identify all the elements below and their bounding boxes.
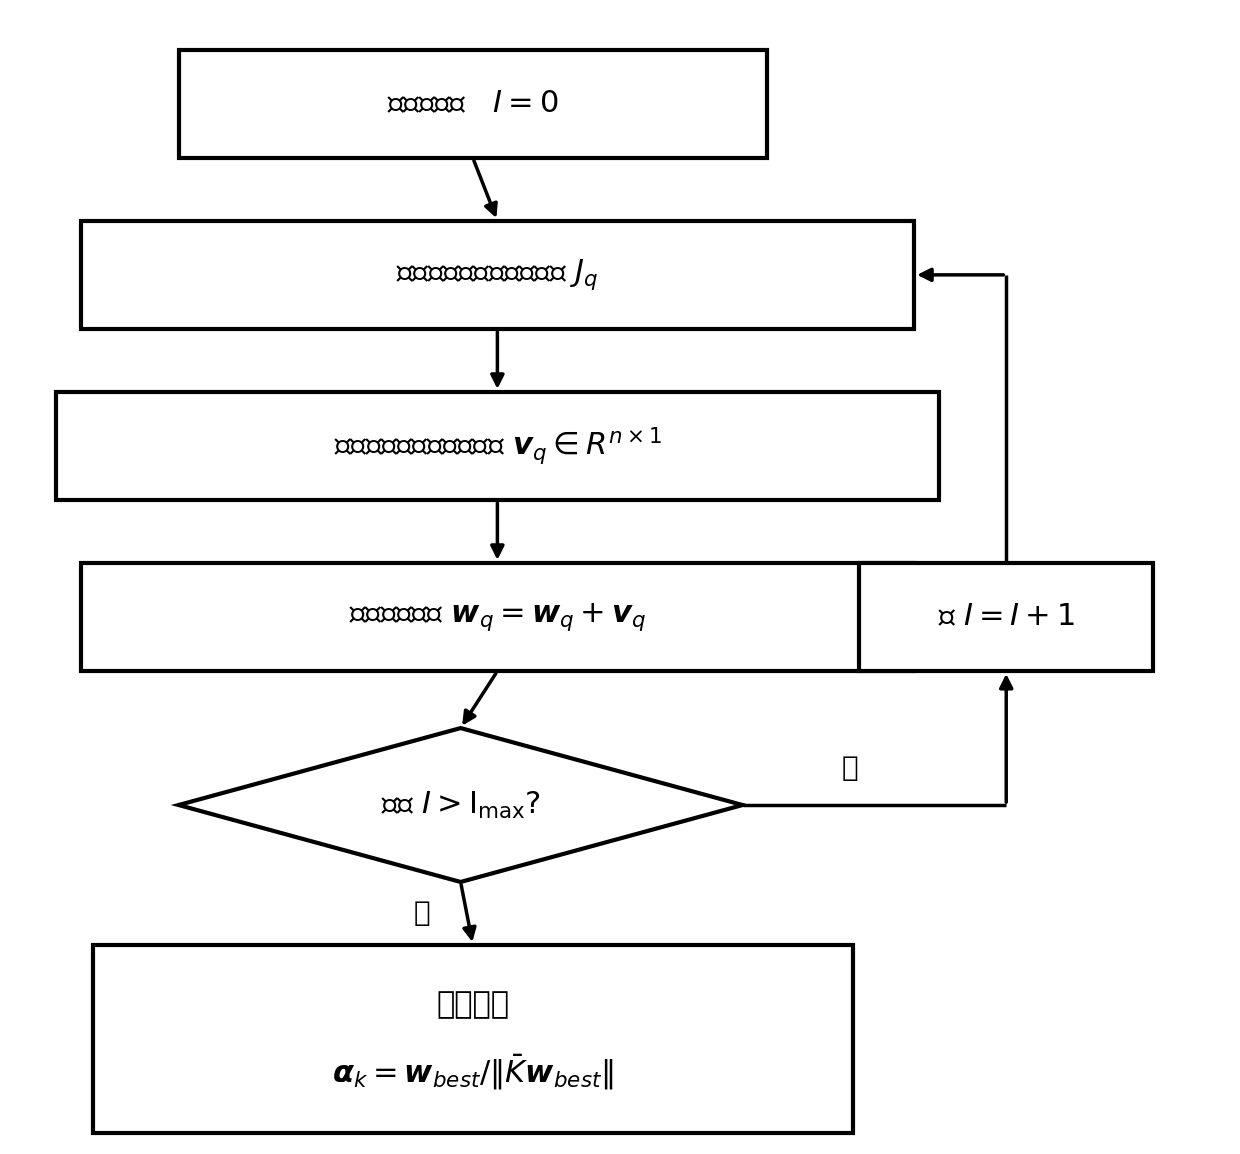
Polygon shape <box>179 728 743 882</box>
Text: 更新各个粒子的运行速度 $\boldsymbol{v}_q \in R^{n\times 1}$: 更新各个粒子的运行速度 $\boldsymbol{v}_q \in R^{n\t… <box>334 425 661 466</box>
Text: 否: 否 <box>413 899 430 928</box>
Text: 分离向量: 分离向量 <box>436 990 510 1019</box>
Text: 判断 $I > \mathrm{I}_{\max}$?: 判断 $I > \mathrm{I}_{\max}$? <box>381 789 541 820</box>
Bar <box>81 563 914 672</box>
Bar <box>93 945 853 1133</box>
Bar <box>859 563 1153 672</box>
Text: $\boldsymbol{\alpha}_k = \boldsymbol{w}_{best}/\|\bar{K}\boldsymbol{w}_{best}\|$: $\boldsymbol{\alpha}_k = \boldsymbol{w}_… <box>332 1054 614 1092</box>
Bar <box>179 50 768 158</box>
Text: 是: 是 <box>842 755 858 782</box>
Text: 计算每个粒子的适应度值 $J_q$: 计算每个粒子的适应度值 $J_q$ <box>397 257 598 292</box>
Text: 更新每个粒子 $\boldsymbol{w}_q = \boldsymbol{w}_q + \boldsymbol{v}_q$: 更新每个粒子 $\boldsymbol{w}_q = \boldsymbol{w… <box>348 601 646 632</box>
Bar <box>81 220 914 329</box>
Text: 置迭代次数   $I = 0$: 置迭代次数 $I = 0$ <box>387 89 559 119</box>
Bar <box>56 391 939 500</box>
Text: 置 $I = I+1$: 置 $I = I+1$ <box>937 602 1075 631</box>
